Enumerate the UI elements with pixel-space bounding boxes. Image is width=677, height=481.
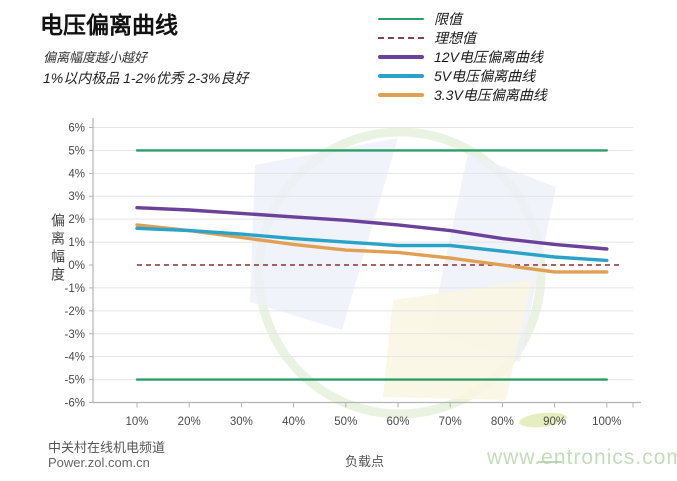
limit-line-swatch-icon [378,17,424,20]
svg-text:90%: 90% [543,416,566,428]
svg-text:20%: 20% [178,416,201,428]
svg-text:-4%: -4% [65,352,85,364]
line-5v-swatch-icon [378,73,424,78]
svg-text:1%: 1% [68,237,85,249]
svg-text:80%: 80% [491,416,514,428]
legend-item-5v: 5V电压偏离曲线 [378,66,547,85]
chart-subtitle: 偏离幅度越小越好 [43,50,148,65]
svg-text:30%: 30% [230,416,253,428]
legend-item-ideal: 理想值 [378,28,547,47]
svg-text:60%: 60% [386,416,409,428]
y-axis-title: 偏离幅度 [50,213,66,285]
watermark-site-text: www.entronics.com [487,446,677,469]
svg-text:2%: 2% [68,214,85,226]
rating-note: 1%以内极品 1-2%优秀 2-3%良好 [43,70,249,86]
ideal-line-swatch-icon [378,36,424,39]
legend-label: 12V电压偏离曲线 [434,48,543,65]
watermark-leaf [519,412,567,428]
legend-label: 5V电压偏离曲线 [434,67,536,84]
svg-text:-5%: -5% [65,375,85,387]
legend-item-limit: 限值 [378,9,547,28]
svg-text:70%: 70% [439,416,462,428]
svg-text:10%: 10% [125,416,148,428]
legend-label: 限值 [434,10,462,27]
x-axis-title: 负载点 [345,454,385,469]
svg-text:3%: 3% [68,191,85,203]
page-title: 电压偏离曲线 [40,12,178,38]
legend-label: 3.3V电压偏离曲线 [434,86,547,103]
source-channel-text: 中关村在线机电频道 [48,440,166,455]
svg-text:4%: 4% [68,168,85,180]
svg-text:-2%: -2% [65,306,85,318]
legend-item-12v: 12V电压偏离曲线 [378,47,547,66]
svg-text:0%: 0% [68,260,85,272]
line-12v-swatch-icon [378,54,424,59]
svg-text:40%: 40% [282,416,305,428]
svg-text:-6%: -6% [65,398,85,410]
svg-text:-3%: -3% [65,329,85,341]
watermark-band-cream [383,280,532,400]
legend-label: 理想值 [434,29,476,46]
source-url-text: Power.zol.com.cn [48,455,150,470]
watermark-band-blue-left [250,138,398,330]
svg-text:6%: 6% [68,122,85,134]
chart-legend: 限值 理想值 12V电压偏离曲线 5V电压偏离曲线 3.3V电压偏离曲线 [378,9,547,104]
line-3v3-swatch-icon [378,92,424,97]
svg-text:5%: 5% [68,145,85,157]
svg-text:50%: 50% [334,416,357,428]
legend-item-3v3: 3.3V电压偏离曲线 [378,85,547,104]
svg-text:-1%: -1% [65,283,85,295]
watermark-strike [538,461,562,463]
svg-text:100%: 100% [592,416,621,428]
